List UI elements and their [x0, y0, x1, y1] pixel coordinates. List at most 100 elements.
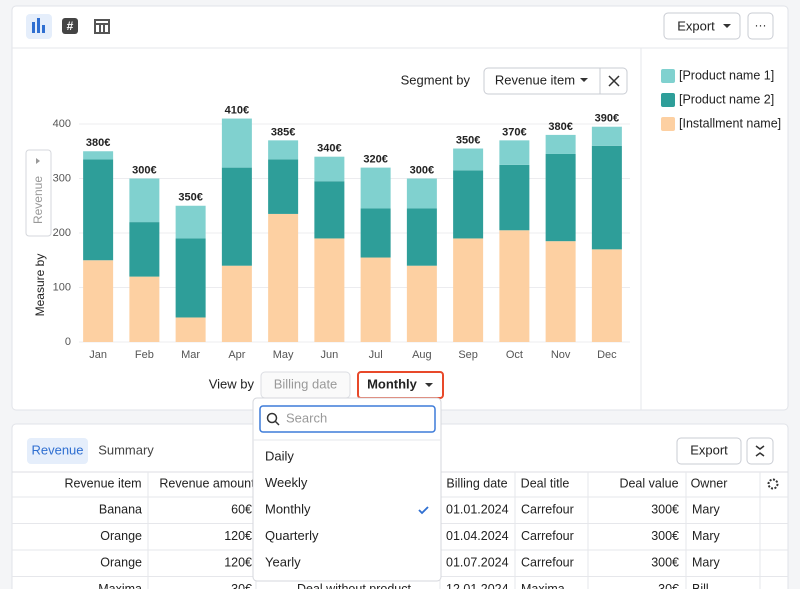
- y-tick-label: 100: [53, 281, 71, 293]
- table-cell: Bill: [692, 582, 709, 589]
- bar-segment: [360, 208, 391, 258]
- tab-label: Revenue: [31, 442, 83, 457]
- bar-segment: [268, 159, 299, 214]
- bar-segment: [129, 276, 160, 342]
- x-tick-label: Mar: [181, 349, 200, 361]
- table-cell: Deal without product: [297, 582, 411, 589]
- table-cell: Orange: [100, 555, 142, 569]
- bar-segment: [221, 167, 252, 266]
- bar-segment: [499, 230, 530, 342]
- menu-item[interactable]: Weekly: [265, 475, 308, 490]
- table-cell: Mary: [692, 502, 721, 516]
- search-input[interactable]: [259, 405, 436, 433]
- bar-segment: [314, 156, 345, 182]
- bar-segment: [591, 126, 622, 146]
- x-tick-label: Sep: [458, 349, 478, 361]
- search-icon: [274, 420, 280, 426]
- bar-segment: [314, 238, 345, 342]
- bar-segment: [406, 178, 437, 209]
- view-by-label: View by: [209, 376, 255, 391]
- total-label: 350€: [456, 134, 480, 146]
- menu-item[interactable]: Yearly: [265, 554, 301, 569]
- column-header[interactable]: Owner: [691, 476, 728, 490]
- y-tick-label: 300: [53, 172, 71, 184]
- chart-card: [11, 5, 789, 411]
- table-cell: 120€: [224, 529, 252, 543]
- export-label: Export: [677, 18, 715, 33]
- column-header[interactable]: Revenue amount: [159, 476, 255, 490]
- caret: [723, 24, 731, 28]
- bar-segment: [175, 317, 206, 342]
- total-label: 390€: [595, 113, 619, 125]
- monthly-label: Monthly: [367, 376, 418, 391]
- table-cell: Maxima: [521, 582, 565, 589]
- x-tick-label: Oct: [506, 349, 523, 361]
- total-label: 350€: [178, 192, 202, 204]
- y-tick-label: 0: [65, 336, 71, 348]
- collapse-icon: [755, 445, 765, 457]
- total-label: 300€: [132, 164, 156, 176]
- table-cell: 01.04.2024: [446, 529, 509, 543]
- revenue-tab[interactable]: [27, 438, 88, 464]
- table-cell: 300€: [651, 502, 679, 516]
- legend-label: [Product name 1]: [679, 68, 774, 82]
- bar-segment: [591, 145, 622, 250]
- table-cell: 300€: [651, 529, 679, 543]
- total-label: 340€: [317, 143, 341, 155]
- settings-icon[interactable]: [767, 478, 779, 490]
- billing-date-label: Billing date: [274, 376, 338, 391]
- bar-segment: [268, 213, 299, 342]
- table-cell: Banana: [99, 502, 142, 516]
- bar-segment: [175, 205, 206, 239]
- table-export-button[interactable]: [676, 437, 742, 465]
- column-header[interactable]: Deal value: [619, 476, 678, 490]
- table-cell: Carrefour: [521, 502, 574, 516]
- search-placeholder: Search: [286, 410, 327, 425]
- bar-segment: [499, 164, 530, 231]
- side-tab-label: Revenue: [31, 176, 45, 224]
- bar-segment: [83, 260, 114, 342]
- bar-segment: [453, 170, 484, 239]
- legend-swatch: [661, 93, 675, 107]
- column-header[interactable]: Billing date: [446, 476, 507, 490]
- bar-segment: [268, 140, 299, 160]
- column-header[interactable]: Revenue item: [64, 476, 141, 490]
- collapse-button[interactable]: [746, 437, 774, 465]
- legend-swatch: [661, 117, 675, 131]
- side-tab[interactable]: [25, 149, 52, 237]
- tab-label[interactable]: Summary: [98, 442, 154, 457]
- bar-segment: [545, 153, 576, 242]
- caret: [36, 158, 40, 164]
- bar-segment: [83, 159, 114, 261]
- export-button[interactable]: [663, 12, 741, 40]
- segment-label: Segment by: [401, 72, 471, 87]
- table-cell: Carrefour: [521, 555, 574, 569]
- dropdown-menu: [252, 397, 442, 582]
- more-button[interactable]: [747, 12, 774, 40]
- caret: [425, 383, 433, 387]
- table-cell: 120€: [224, 555, 252, 569]
- x-tick-label: Aug: [412, 349, 432, 361]
- number-view-button[interactable]: [62, 18, 78, 34]
- table-cell: Mary: [692, 529, 721, 543]
- total-label: 380€: [548, 121, 572, 133]
- bar-segment: [453, 238, 484, 342]
- clear-segment-button[interactable]: [608, 75, 620, 87]
- table-view-button[interactable]: [94, 19, 110, 34]
- column-header[interactable]: Deal title: [521, 476, 570, 490]
- menu-item[interactable]: Monthly: [265, 501, 311, 516]
- total-label: 300€: [410, 164, 434, 176]
- menu-item[interactable]: Quarterly: [265, 528, 319, 543]
- bar-segment: [453, 148, 484, 171]
- check-icon: [418, 506, 429, 515]
- segment-dropdown[interactable]: [483, 67, 628, 95]
- bar-segment: [406, 208, 437, 266]
- table-cell: Maxima: [98, 582, 142, 589]
- x-tick-label: Nov: [551, 349, 571, 361]
- menu-item[interactable]: Daily: [265, 448, 294, 463]
- bar-segment: [591, 249, 622, 342]
- y-axis-title: Measure by: [33, 254, 47, 317]
- total-label: 385€: [271, 126, 295, 138]
